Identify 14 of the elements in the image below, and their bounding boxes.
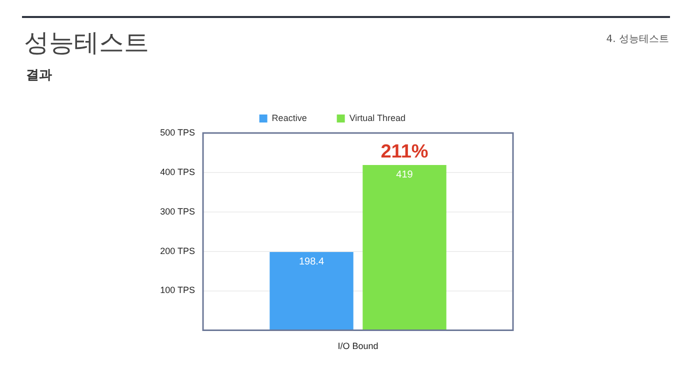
x-tick-label: I/O Bound bbox=[338, 341, 378, 352]
y-tick-label: 400 TPS bbox=[160, 166, 196, 177]
y-tick-label: 500 TPS bbox=[160, 127, 196, 138]
y-tick-label: 100 TPS bbox=[160, 285, 196, 296]
y-tick-label: 300 TPS bbox=[160, 206, 196, 216]
chart-title: 성능테스트 bbox=[24, 27, 149, 59]
text: 4. 성능테스트 bbox=[606, 33, 669, 46]
y-tick-label: 200 TPS bbox=[160, 246, 196, 256]
data-label: 198.4 bbox=[298, 256, 324, 268]
legend-label: Virtual Thread bbox=[349, 112, 406, 123]
data-label: 419 bbox=[396, 170, 414, 181]
legend-label: Reactive bbox=[272, 112, 307, 123]
text: 결과 bbox=[26, 67, 52, 84]
annotation: 211% bbox=[380, 142, 428, 163]
